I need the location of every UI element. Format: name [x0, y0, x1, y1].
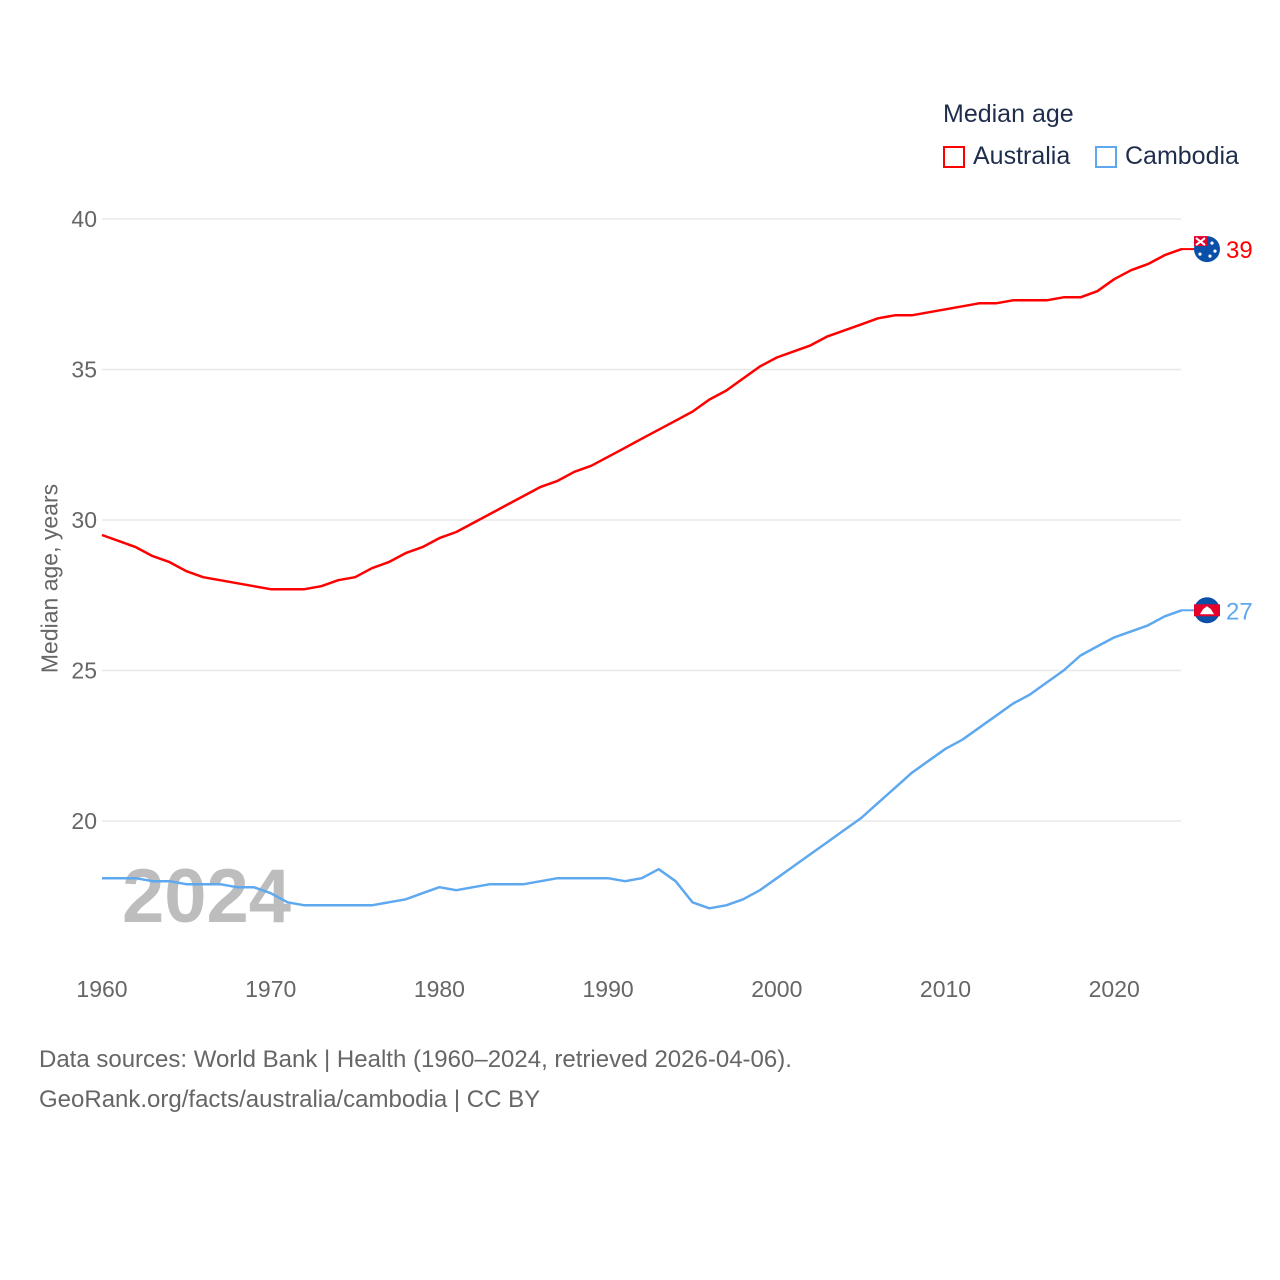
- flag-cross: [1195, 237, 1206, 246]
- x-tick-label: 1980: [414, 976, 465, 1002]
- legend-label: Cambodia: [1125, 142, 1239, 170]
- flag-icon-cambodia: [1194, 597, 1220, 624]
- x-tick-label: 1970: [245, 976, 296, 1002]
- y-tick-label: 40: [71, 206, 97, 232]
- year-watermark: 2024: [122, 854, 291, 939]
- y-tick-label: 35: [71, 357, 97, 383]
- flag-icon-australia: [1194, 236, 1220, 263]
- flag-temple: [1200, 606, 1214, 615]
- y-tick-label: 25: [71, 658, 97, 684]
- legend-item-australia[interactable]: Australia: [943, 142, 1070, 171]
- y-axis-label: Median age, years: [36, 483, 63, 674]
- flag-star: [1198, 252, 1202, 256]
- x-tick-label: 2020: [1089, 976, 1140, 1002]
- series-line-australia: [101, 247, 1183, 591]
- flag-star: [1213, 249, 1217, 253]
- y-tick-label: 30: [71, 507, 97, 533]
- x-tick-label: 1990: [583, 976, 634, 1002]
- legend-swatch: [1095, 145, 1117, 168]
- legend-title: Median age: [943, 100, 1074, 128]
- flag-star: [1210, 241, 1214, 245]
- flag-star: [1208, 254, 1212, 258]
- end-value-label: 39: [1226, 237, 1253, 264]
- x-tick-label: 2000: [751, 976, 802, 1002]
- series-line-cambodia: [102, 609, 1183, 910]
- data-source-text: Data sources: World Bank | Health (1960–…: [39, 1046, 792, 1073]
- y-tick-label: 20: [71, 808, 97, 834]
- x-tick-label: 1960: [76, 976, 127, 1002]
- legend-label: Australia: [973, 142, 1071, 170]
- end-value-label: 27: [1226, 598, 1253, 625]
- legend-swatch: [943, 145, 965, 168]
- legend-item-cambodia[interactable]: Cambodia: [1095, 142, 1239, 171]
- attribution-link[interactable]: GeoRank.org/facts/australia/cambodia | C…: [39, 1086, 541, 1113]
- x-tick-label: 2010: [920, 976, 971, 1002]
